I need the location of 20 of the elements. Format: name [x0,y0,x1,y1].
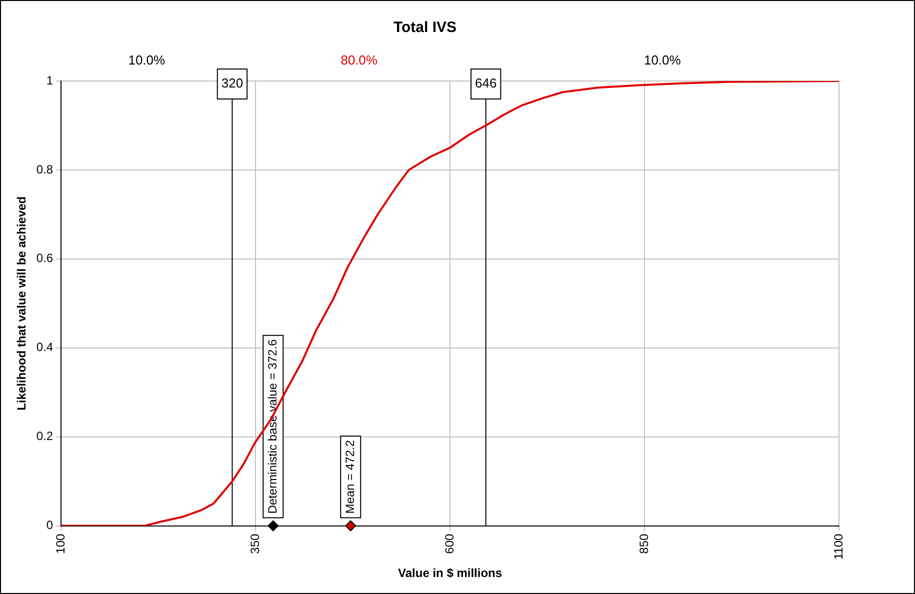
y-tick-label: 1 [46,73,54,88]
ref-line-label: 320 [221,76,244,91]
y-tick-label: 0.4 [36,340,54,354]
x-tick-label: 600 [442,533,456,554]
x-tick-label: 100 [53,533,68,554]
y-tick-label: 0.6 [36,251,54,266]
ref-line-label: 646 [474,76,497,91]
y-axis-title: Likelihood that value will be achieved [14,196,29,410]
x-tick-label: 850 [636,533,651,554]
text: 80.0% [340,52,378,68]
y-tick-label: 0 [46,518,54,532]
annotation: Mean = 472.2 [342,440,357,514]
y-tick-label: 0.2 [36,429,54,444]
x-tick-label: 350 [248,533,262,554]
text: 10.0% [644,52,682,68]
text: 10.0% [128,52,166,68]
x-tick-label: 1100 [831,533,846,560]
y-tick-label: 0.8 [36,162,54,176]
x-axis-title: Value in $ millions [398,566,502,580]
chart-title: Total IVS [393,19,457,36]
